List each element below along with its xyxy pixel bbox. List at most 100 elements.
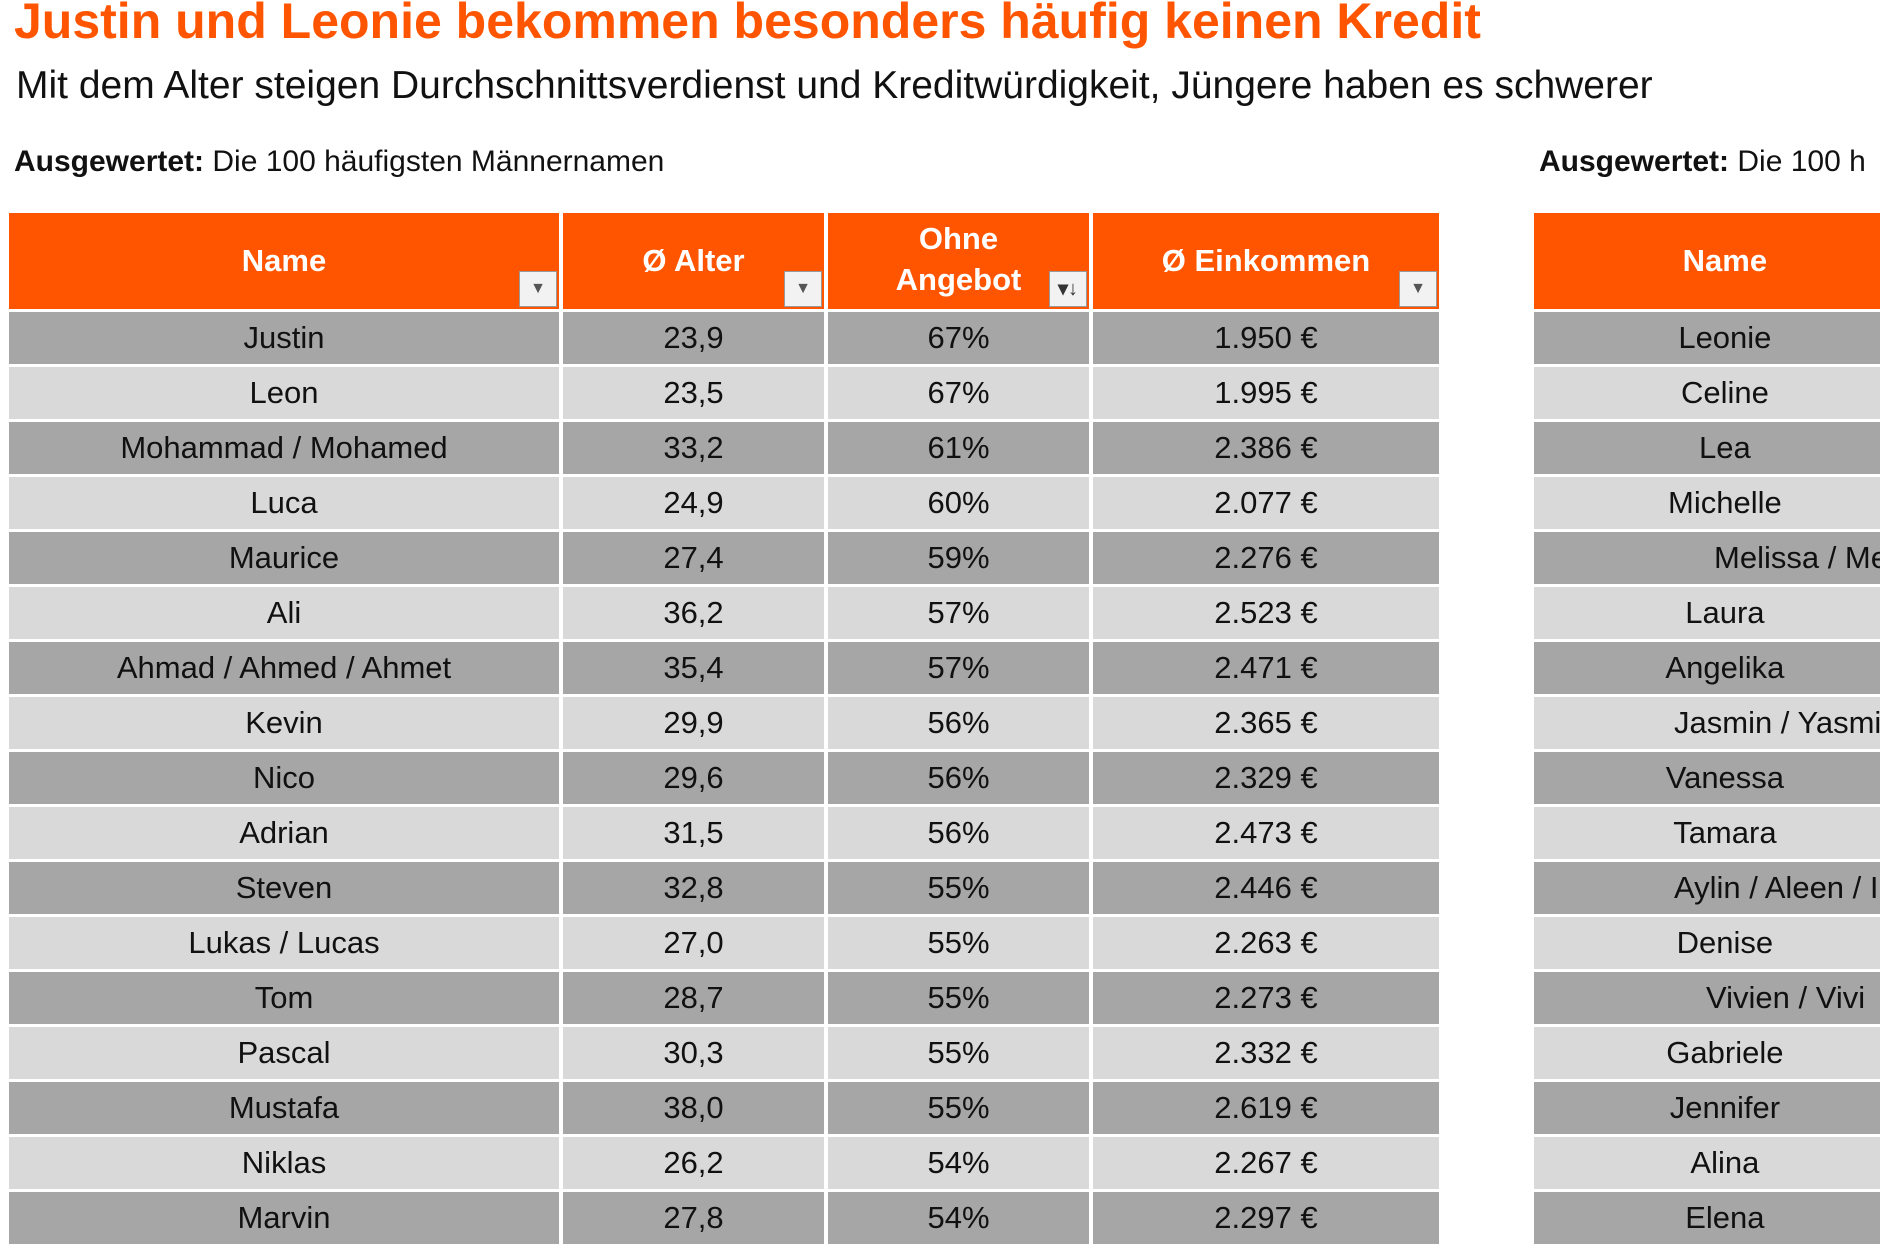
table-row: Lukas / Lucas 27,0 55% 2.263 € [9,917,1439,969]
cell-name: Lea [1534,422,1880,474]
cell-avg-income: 2.473 € [1093,807,1439,859]
cell-name: Gabriele [1534,1027,1880,1079]
header-label: Ohne Angebot [895,221,1022,297]
cell-name: Vivien / Vivi [1534,972,1880,1024]
table-row: Leonie [1534,312,1880,364]
table-row: Melissa / Me [1534,532,1880,584]
table-row: Ahmad / Ahmed / Ahmet 35,4 57% 2.471 € [9,642,1439,694]
cell-name: Mustafa [9,1082,559,1134]
filter-dropdown-icon[interactable]: ▼ [1399,271,1437,307]
cell-name: Nico [9,752,559,804]
cell-no-offer: 56% [828,752,1089,804]
cell-avg-income: 1.950 € [1093,312,1439,364]
cell-avg-age: 31,5 [563,807,824,859]
cell-avg-income: 2.365 € [1093,697,1439,749]
cell-avg-age: 30,3 [563,1027,824,1079]
cell-avg-income: 2.386 € [1093,422,1439,474]
cell-name: Kevin [9,697,559,749]
cell-avg-income: 2.276 € [1093,532,1439,584]
note-label: Ausgewertet: [14,145,205,178]
cell-avg-income: 2.619 € [1093,1082,1439,1134]
table-row: Gabriele [1534,1027,1880,1079]
note-text: Die 100 h [1729,145,1866,178]
cell-no-offer: 67% [828,367,1089,419]
table-row: Justin 23,9 67% 1.950 € [9,312,1439,364]
header-name: Name ▼ [9,213,559,309]
page-title: Justin und Leonie bekommen besonders häu… [14,0,1481,49]
cell-name: Mohammad / Mohamed [9,422,559,474]
cell-avg-income: 1.995 € [1093,367,1439,419]
cell-no-offer: 55% [828,917,1089,969]
cell-no-offer: 56% [828,807,1089,859]
cell-no-offer: 55% [828,1027,1089,1079]
cell-name: Justin [9,312,559,364]
table-row: Lea [1534,422,1880,474]
table-row: Denise [1534,917,1880,969]
cell-name: Leon [9,367,559,419]
cell-avg-age: 27,8 [563,1192,824,1244]
cell-avg-age: 23,5 [563,367,824,419]
note-label: Ausgewertet: [1539,145,1730,178]
header-label: Name [241,243,327,278]
cell-name: Lukas / Lucas [9,917,559,969]
header-avg-age: Ø Alter ▼ [563,213,824,309]
table-row: Celine [1534,367,1880,419]
filter-dropdown-icon[interactable]: ▼ [784,271,822,307]
cell-no-offer: 57% [828,642,1089,694]
cell-avg-income: 2.267 € [1093,1137,1439,1189]
cell-name: Melissa / Me [1534,532,1880,584]
left-table-note: Ausgewertet: Die 100 häufigsten Männerna… [14,145,664,179]
cell-avg-age: 38,0 [563,1082,824,1134]
cell-name: Alina [1534,1137,1880,1189]
cell-name: Laura [1534,587,1880,639]
sort-descending-icon[interactable]: ▾↓ [1049,271,1087,307]
table-row: Tom 28,7 55% 2.273 € [9,972,1439,1024]
cell-no-offer: 60% [828,477,1089,529]
table-row: Aylin / Aleen / I [1534,862,1880,914]
cell-avg-age: 36,2 [563,587,824,639]
table-row: Niklas 26,2 54% 2.267 € [9,1137,1439,1189]
cell-name: Maurice [9,532,559,584]
women-names-table: Name Leonie Celine Lea Michelle Melissa / Me… [1530,210,1880,1247]
cell-avg-age: 29,9 [563,697,824,749]
cell-no-offer: 67% [828,312,1089,364]
cell-avg-age: 32,8 [563,862,824,914]
cell-no-offer: 54% [828,1137,1089,1189]
cell-avg-age: 23,9 [563,312,824,364]
note-text: Die 100 häufigsten Männernamen [204,145,665,178]
cell-no-offer: 57% [828,587,1089,639]
cell-avg-income: 2.297 € [1093,1192,1439,1244]
cell-avg-age: 27,0 [563,917,824,969]
table-row: Adrian 31,5 56% 2.473 € [9,807,1439,859]
cell-avg-income: 2.471 € [1093,642,1439,694]
table-row: Kevin 29,9 56% 2.365 € [9,697,1439,749]
cell-name: Ahmad / Ahmed / Ahmet [9,642,559,694]
cell-name: Tom [9,972,559,1024]
header-avg-income: Ø Einkommen ▼ [1093,213,1439,309]
table-row: Jasmin / Yasmin / [1534,697,1880,749]
page-subtitle: Mit dem Alter steigen Durchschnittsverdi… [16,64,1653,107]
header-label: Ø Einkommen [1161,243,1371,278]
men-names-table: Name ▼ Ø Alter ▼ Ohne Angebot ▾↓ Ø Einkommen ▼ … [5,210,1443,1247]
table-row: Jennifer [1534,1082,1880,1134]
cell-name: Steven [9,862,559,914]
cell-name: Pascal [9,1027,559,1079]
cell-name: Vanessa [1534,752,1880,804]
cell-name: Jasmin / Yasmin / [1534,697,1880,749]
cell-avg-age: 28,7 [563,972,824,1024]
cell-avg-age: 29,6 [563,752,824,804]
table-row: Elena [1534,1192,1880,1244]
table-row: Leon 23,5 67% 1.995 € [9,367,1439,419]
cell-no-offer: 61% [828,422,1089,474]
cell-avg-income: 2.329 € [1093,752,1439,804]
cell-avg-income: 2.523 € [1093,587,1439,639]
header-name: Name [1534,213,1880,309]
cell-name: Jennifer [1534,1082,1880,1134]
filter-dropdown-icon[interactable]: ▼ [519,271,557,307]
table-row: Maurice 27,4 59% 2.276 € [9,532,1439,584]
cell-name: Angelika [1534,642,1880,694]
cell-name: Adrian [9,807,559,859]
table-row: Michelle [1534,477,1880,529]
cell-name: Leonie [1534,312,1880,364]
cell-name: Marvin [9,1192,559,1244]
